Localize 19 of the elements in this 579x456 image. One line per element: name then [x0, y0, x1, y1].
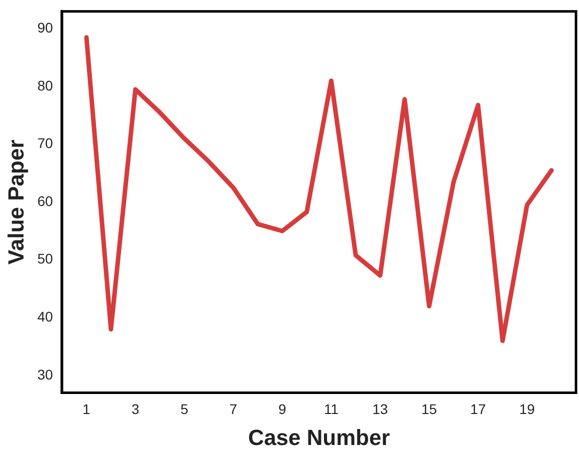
y-tick-label: 60: [37, 192, 54, 209]
y-tick-label: 40: [37, 308, 54, 325]
x-tick-label: 11: [324, 401, 339, 418]
x-tick-label: 13: [372, 401, 388, 418]
x-tick-label: 7: [229, 401, 238, 418]
x-tick-label: 17: [470, 401, 486, 418]
y-tick-label: 30: [37, 366, 54, 382]
x-tick-label: 15: [421, 401, 438, 418]
y-axis-title: Value Paper: [3, 139, 28, 264]
x-tick-label: 5: [180, 401, 188, 418]
y-tick-label: 90: [37, 20, 54, 36]
x-tick-label: 1: [82, 401, 91, 418]
x-axis-title: Case Number: [248, 424, 390, 450]
y-tick-label: 50: [37, 250, 54, 267]
x-tick-label: 19: [519, 401, 536, 418]
y-tick-label: 70: [37, 135, 54, 152]
x-tick-label: 9: [278, 401, 286, 418]
x-tick-label: 3: [132, 401, 140, 418]
y-tick-label: 80: [37, 77, 54, 94]
